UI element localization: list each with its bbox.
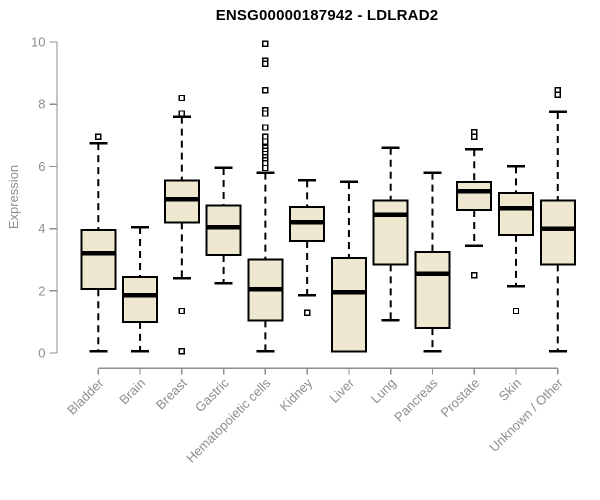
outlier-hematopoietic-cells [262,124,269,131]
box-lung [372,199,409,266]
y-tick-label: 8 [38,97,45,112]
x-tick-label-unknown-other: Unknown / Other [486,375,566,455]
y-tick-label: 0 [38,346,45,361]
outlier-breast [178,110,186,117]
box-unknown-other [539,199,576,266]
x-tick-label-lung: Lung [368,375,399,406]
outlier-hematopoietic-cells [262,60,269,67]
x-tick-label-breast: Breast [153,375,190,412]
outlier-hematopoietic-cells [262,164,269,172]
x-tick-label-prostate: Prostate [438,375,483,420]
y-tick-label: 2 [38,283,45,298]
x-tick-label-gastric: Gastric [192,375,232,415]
y-tick-label: 4 [38,221,45,236]
outlier-prostate [471,272,478,279]
y-tick-label: 6 [38,159,45,174]
outlier-hematopoietic-cells [262,110,269,117]
box-brain [122,275,159,323]
outlier-bladder [95,133,102,141]
box-skin [498,191,534,236]
box-pancreas [414,250,451,330]
box-liver [330,257,367,353]
x-tick-label-liver: Liver [327,375,358,406]
y-tick-label: 10 [31,35,45,50]
x-tick-label-bladder: Bladder [64,375,107,418]
x-tick-label-skin: Skin [496,375,524,403]
outlier-prostate [471,133,478,141]
x-tick-label-brain: Brain [116,375,148,407]
x-tick-label-kidney: Kidney [277,375,316,414]
box-bladder [80,229,117,291]
outlier-hematopoietic-cells [262,40,269,47]
outlier-hematopoietic-cells [262,87,269,94]
outlier-kidney [303,309,311,316]
box-gastric [205,204,242,257]
outlier-skin [512,307,520,315]
outlier-hematopoietic-cells [262,138,269,145]
outlier-breast [178,348,186,355]
box-breast [163,179,200,224]
outlier-breast [178,94,186,102]
outlier-unknown-other [554,91,561,99]
x-tick-label-pancreas: Pancreas [391,375,441,425]
chart-title: ENSG00000187942 - LDLRAD2 [215,7,439,24]
outlier-breast [178,307,186,315]
box-prostate [456,180,493,211]
